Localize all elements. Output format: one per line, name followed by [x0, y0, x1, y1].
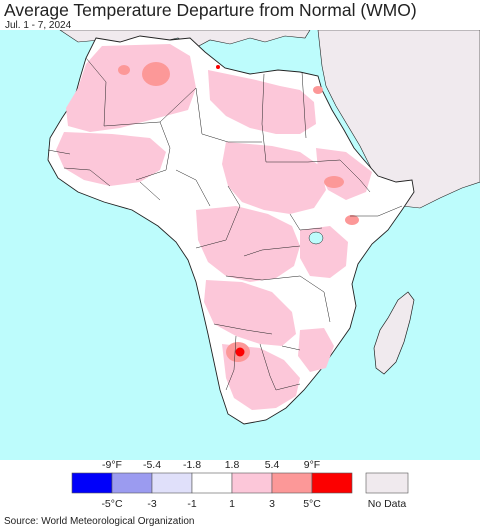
- fahrenheit-tick-label: 5.4: [265, 459, 280, 471]
- celsius-tick-label: 3: [269, 498, 275, 510]
- extreme-warm-anomaly-regions: [216, 65, 245, 357]
- color-legend: -9°F -5.4 -1.8 1.8 5.4 9°F -5°C -3 -1 1 3 5°C No D…: [71, 459, 409, 510]
- legend-bin: [151, 472, 193, 494]
- celsius-tick-label: -1: [187, 498, 196, 510]
- fahrenheit-tick-label: -5.4: [143, 459, 161, 471]
- legend-bin: [271, 472, 313, 494]
- data-source: Source: World Meteorological Organizatio…: [4, 516, 195, 527]
- temperature-departure-map: [0, 30, 480, 460]
- celsius-tick-label: -5°C: [101, 498, 123, 510]
- fahrenheit-tick-label: 9°F: [304, 459, 320, 471]
- celsius-tick-label: -3: [147, 498, 156, 510]
- celsius-tick-label: 5°C: [303, 498, 321, 510]
- no-data-label: No Data: [368, 498, 407, 510]
- no-data-swatch: [365, 472, 409, 494]
- legend-color-bins: [71, 472, 353, 494]
- fahrenheit-tick-label: -9°F: [102, 459, 122, 471]
- legend-bin: [231, 472, 273, 494]
- legend-bin: [71, 472, 113, 494]
- legend-bin: [311, 472, 353, 494]
- lake-victoria: [308, 231, 324, 245]
- map-date-range: Jul. 1 - 7, 2024: [5, 20, 72, 31]
- country-borders: [47, 57, 403, 391]
- fahrenheit-tick-label: -1.8: [183, 459, 201, 471]
- celsius-tick-labels: -5°C -3 -1 1 3 5°C: [101, 498, 321, 510]
- fahrenheit-tick-labels: -9°F -5.4 -1.8 1.8 5.4 9°F: [102, 459, 320, 471]
- legend-bin: [111, 472, 153, 494]
- map-title: Average Temperature Departure from Norma…: [4, 0, 417, 20]
- madagascar: [373, 291, 415, 375]
- celsius-tick-label: 1: [229, 498, 235, 510]
- legend-bin: [191, 472, 233, 494]
- fahrenheit-tick-label: 1.8: [225, 459, 240, 471]
